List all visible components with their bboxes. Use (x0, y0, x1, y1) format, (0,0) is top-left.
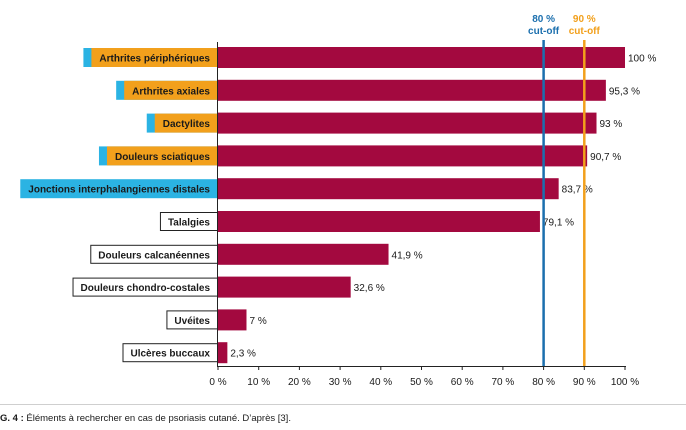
cutoff-label-text: cut-off (528, 26, 560, 37)
bar (218, 211, 540, 232)
category-label: Douleurs sciatiques (115, 152, 210, 163)
category-label: Dactylites (163, 119, 211, 130)
x-tick-label: 90 % (573, 377, 596, 388)
cutoff-label-value: 80 % (532, 14, 555, 25)
caption-divider (0, 404, 686, 405)
value-label: 7 % (249, 316, 266, 327)
bar (218, 145, 588, 167)
label-box-orange (154, 113, 218, 133)
bar (218, 178, 559, 200)
bar (218, 112, 597, 134)
x-tick-label: 40 % (369, 377, 392, 388)
bar (218, 276, 351, 298)
figure-caption: G. 4 : Éléments à rechercher en cas de p… (0, 413, 686, 424)
label-box-orange (106, 146, 218, 166)
value-label: 79,1 % (543, 218, 574, 229)
value-label: 83,7 % (562, 185, 593, 196)
category-label: Jonctions interphalangiennes distales (28, 185, 210, 196)
bar (218, 47, 625, 68)
bar (218, 309, 247, 331)
bar (218, 243, 389, 265)
value-label: 93 % (600, 119, 623, 130)
bar (218, 342, 228, 364)
category-label: Ulcères buccaux (131, 349, 211, 360)
x-tick-label: 100 % (611, 377, 639, 388)
x-tick-label: 80 % (532, 377, 555, 388)
category-label: Douleurs chondro-costales (81, 283, 211, 294)
category-label: Arthrites axiales (132, 86, 210, 97)
caption-text: Éléments à rechercher en cas de psoriasi… (23, 413, 291, 424)
value-label: 2,3 % (230, 349, 256, 360)
category-label: Arthrites périphériques (99, 54, 210, 65)
value-label: 41,9 % (392, 250, 423, 261)
value-label: 90,7 % (590, 152, 621, 163)
x-tick-label: 0 % (209, 377, 226, 388)
label-box-blue (20, 179, 218, 199)
category-label: Douleurs calcanéennes (98, 250, 210, 261)
figure-number: G. 4 : (0, 413, 24, 424)
label-box-orange (124, 80, 218, 100)
x-tick-label: 50 % (410, 377, 433, 388)
value-label: 100 % (628, 54, 656, 65)
x-tick-label: 70 % (492, 377, 515, 388)
value-label: 95,3 % (609, 86, 640, 97)
label-box-orange (91, 48, 218, 67)
category-label: Uvéites (174, 316, 210, 327)
x-tick-label: 10 % (247, 377, 270, 388)
bar (218, 79, 606, 101)
cutoff-label-value: 90 % (573, 14, 596, 25)
cutoff-label-text: cut-off (569, 26, 601, 37)
category-label: Talalgies (168, 218, 210, 229)
x-tick-label: 20 % (288, 377, 311, 388)
value-label: 32,6 % (354, 283, 385, 294)
x-tick-label: 60 % (451, 377, 474, 388)
x-tick-label: 30 % (329, 377, 352, 388)
